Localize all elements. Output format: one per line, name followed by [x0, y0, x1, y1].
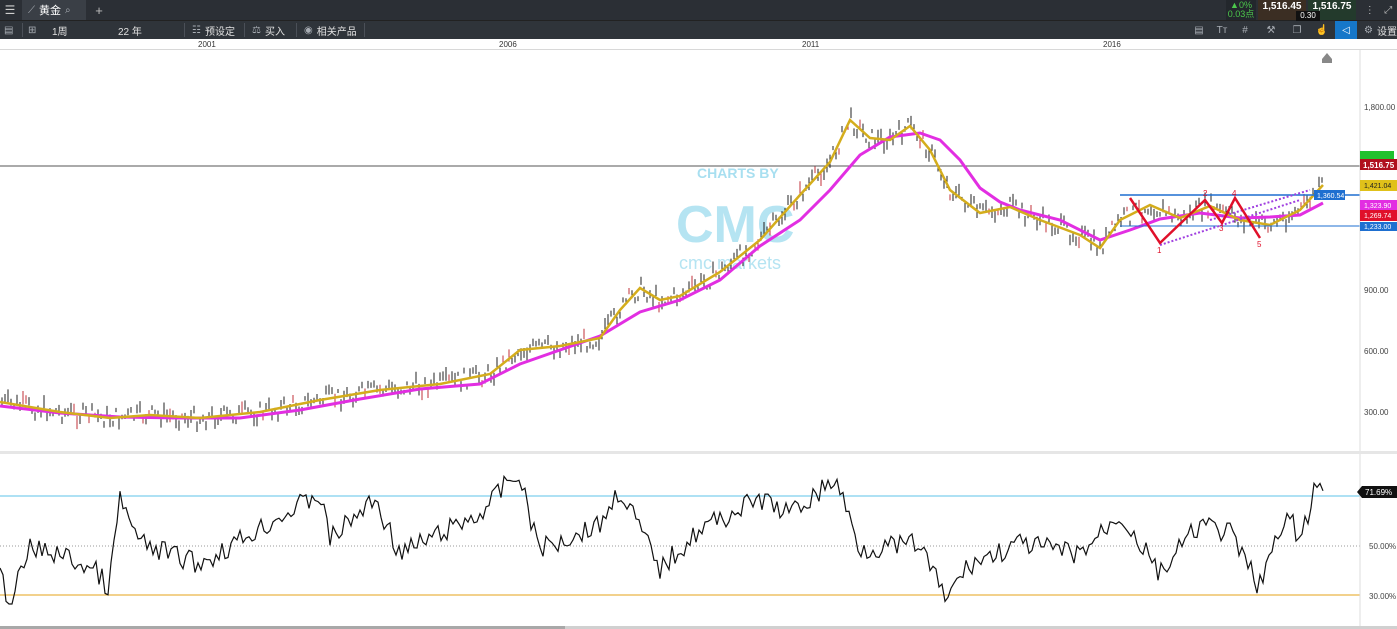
tag-ma-short-text: 1,421.04 [1364, 183, 1391, 190]
range-select[interactable]: 22 年 [118, 21, 142, 39]
tag-hline-text: 1,360.54 [1317, 193, 1344, 200]
wave-label-3: 3 [1219, 224, 1224, 233]
add-tab-icon[interactable]: + [95, 2, 103, 18]
price-tick-300: 300.00 [1364, 408, 1389, 417]
instrument-name: 黄金 [39, 5, 61, 17]
tag-lower-band [1360, 222, 1397, 231]
wave-label-4: 4 [1232, 189, 1237, 198]
window-controls: ⋮ ⤢ [1360, 0, 1397, 20]
price-tick-600: 600.00 [1364, 347, 1389, 356]
wave-label-5: 5 [1257, 240, 1262, 249]
scrollbar-thumb[interactable] [0, 626, 565, 629]
price-tick-1800: 1,800.00 [1364, 103, 1396, 112]
time-label-2011: 2011 [802, 40, 820, 49]
buy-label: 买入 [264, 26, 285, 38]
text-size-icon[interactable]: Tт [1216, 24, 1228, 36]
interval-select[interactable]: 1周 [52, 21, 68, 39]
horizontal-scrollbar[interactable] [0, 626, 1397, 629]
related-label: 相关产品 [316, 26, 357, 38]
grid-icon[interactable]: # [1242, 24, 1248, 36]
sliders-icon: ☷ [192, 24, 201, 36]
price-tick-900: 900.00 [1364, 286, 1389, 295]
spread-value: 0.30 [1296, 11, 1320, 21]
osc-tick-50: 50.00% [1369, 542, 1396, 551]
preset-button[interactable]: ☷ 预设定 [192, 21, 235, 39]
osc-value-tag [1357, 486, 1397, 498]
oscillator-chart[interactable]: 50.00% 30.00% 71.69% [0, 454, 1397, 626]
osc-tick-30: 30.00% [1369, 592, 1396, 601]
change-points: 0.03点 [1227, 9, 1255, 19]
moving-average-fast [0, 117, 1324, 420]
watermark-logo: CMC [676, 196, 794, 254]
layout-icon[interactable]: ⊞ [28, 24, 37, 36]
list-icon[interactable]: ▤ [4, 24, 14, 36]
expand-icon[interactable]: ⤢ [1384, 4, 1393, 16]
settings-label: 设置 [1376, 26, 1397, 38]
copy-icon[interactable]: ❐ [1292, 24, 1302, 36]
change-percent: ▲0% [1230, 0, 1252, 10]
eye-icon: ◉ [304, 24, 313, 36]
tag-ma-long-b [1360, 210, 1397, 221]
tag-last-price-text: 1,516.75 [1363, 161, 1395, 170]
notes-icon[interactable]: ▤ [1194, 24, 1204, 36]
wave-label-2: 2 [1203, 189, 1208, 198]
tag-ma-long-a [1360, 200, 1397, 210]
buy-price-button[interactable]: 1,516.75 [1308, 0, 1356, 20]
sell-price-button[interactable]: 1,516.45 [1258, 0, 1306, 20]
trend-line-dotted-low [1159, 199, 1301, 246]
gear-icon: ⚙ [1364, 24, 1373, 36]
tag-green [1360, 151, 1394, 160]
preset-label: 预设定 [204, 26, 235, 38]
tag-ma-long-b-text: 1,269.74 [1364, 213, 1391, 220]
time-label-2016: 2016 [1103, 40, 1121, 49]
instrument-tab[interactable]: ⟋ 黄金 ⌕ [22, 0, 86, 20]
time-label-2001: 2001 [198, 40, 216, 49]
tag-last-price [1360, 159, 1397, 170]
settings-button[interactable]: ⚙ 设置 [1364, 21, 1397, 39]
buy-button[interactable]: ⚖ 买入 [252, 21, 285, 39]
price-change: ▲0% 0.03点 [1226, 0, 1256, 20]
osc-value-text: 71.69% [1365, 488, 1392, 497]
elliott-wave [1128, 195, 1262, 245]
home-icon[interactable] [1322, 53, 1332, 63]
tag-ma-short [1360, 180, 1397, 191]
range-label: 22 年 [118, 26, 142, 38]
tag-ma-long-a-text: 1,323.90 [1364, 203, 1391, 210]
interval-label: 1周 [52, 26, 68, 38]
watermark-line1: CHARTS BY [697, 165, 779, 181]
tag-hline [1314, 190, 1345, 200]
pane-divider[interactable] [0, 451, 1397, 454]
draw-tool-icon[interactable]: ◁ [1335, 21, 1357, 39]
indicators-icon[interactable]: ⚒ [1266, 24, 1276, 36]
tag-lower-band-text: 1,233.00 [1364, 224, 1391, 231]
related-products-button[interactable]: ◉ 相关产品 [304, 21, 357, 39]
chart-line-icon: ⟋ [28, 4, 35, 16]
price-chart[interactable]: CHARTS BY CMC cmc markets 1 2 3 4 5 [0, 50, 1397, 451]
search-icon[interactable]: ⌕ [65, 4, 71, 16]
window-menu-icon[interactable]: ⋮ [1364, 4, 1375, 16]
time-axis: 2001 2006 2011 2016 [0, 39, 1397, 50]
cursor-icon[interactable]: ☝ [1315, 24, 1329, 36]
time-label-2006: 2006 [499, 40, 517, 49]
menu-icon[interactable]: ☰ [4, 3, 16, 17]
top-bar: ☰ ⟋ 黄金 ⌕ + ▲0% 0.03点 1,516.45 0.30 1,516… [0, 0, 1397, 21]
wave-label-1: 1 [1157, 246, 1162, 255]
trade-icon: ⚖ [252, 24, 261, 36]
oscillator-line [0, 474, 1324, 605]
chart-toolbar: ▤ ⊞ 1周 22 年 ☷ 预设定 ⚖ 买入 ◉ 相关产品 ▤ Tт # ⚒ ❐… [0, 20, 1397, 39]
